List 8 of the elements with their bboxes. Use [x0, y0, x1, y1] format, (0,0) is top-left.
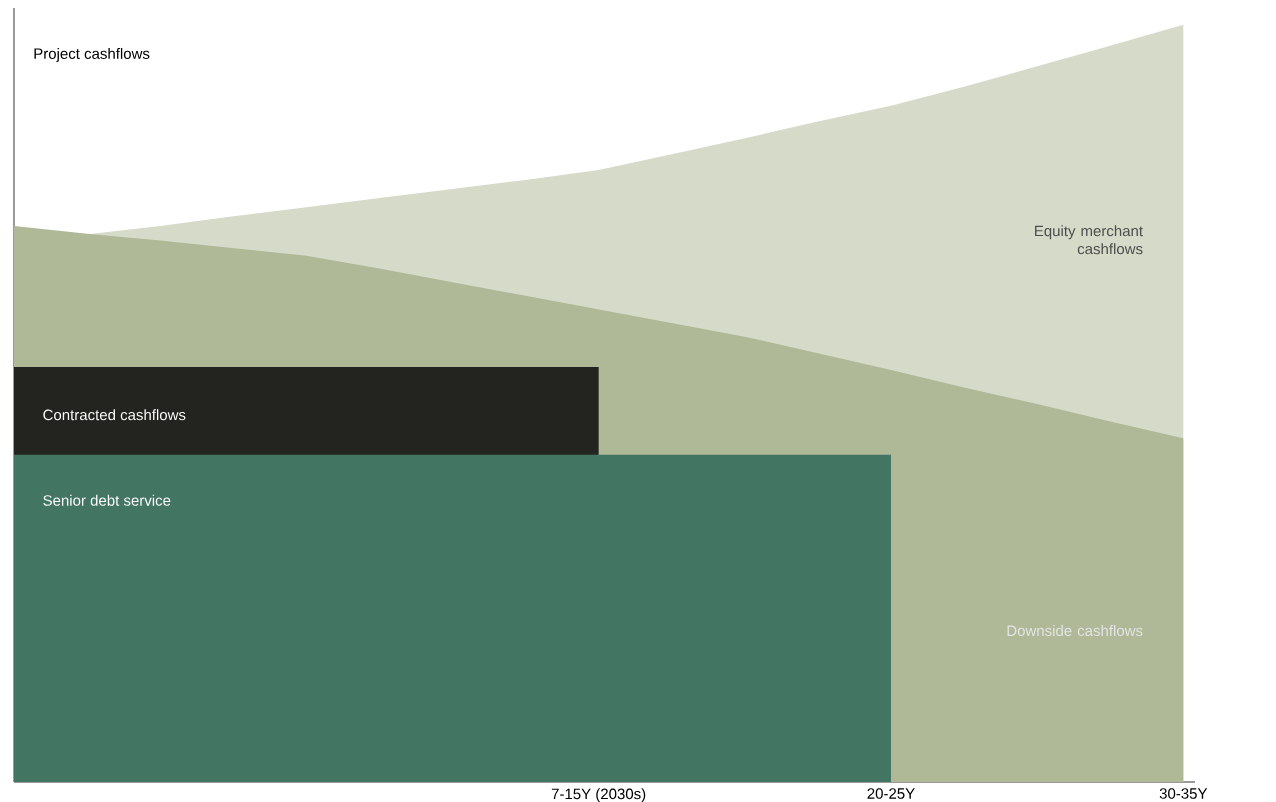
y-axis-title: Project cashflows — [34, 47, 150, 62]
series-label: Contracted cashflows — [43, 409, 186, 421]
x-tick-label: 7-15Y (2030s) — [551, 788, 646, 802]
x-tick-label: 20-25Y — [867, 788, 915, 799]
series-label: Equity merchant cashflows — [1035, 225, 1143, 255]
series-label: Downside cashflows — [1007, 625, 1143, 637]
series-label: Senior debt service — [43, 494, 171, 506]
x-tick-label: 30-35Y — [1159, 788, 1208, 799]
